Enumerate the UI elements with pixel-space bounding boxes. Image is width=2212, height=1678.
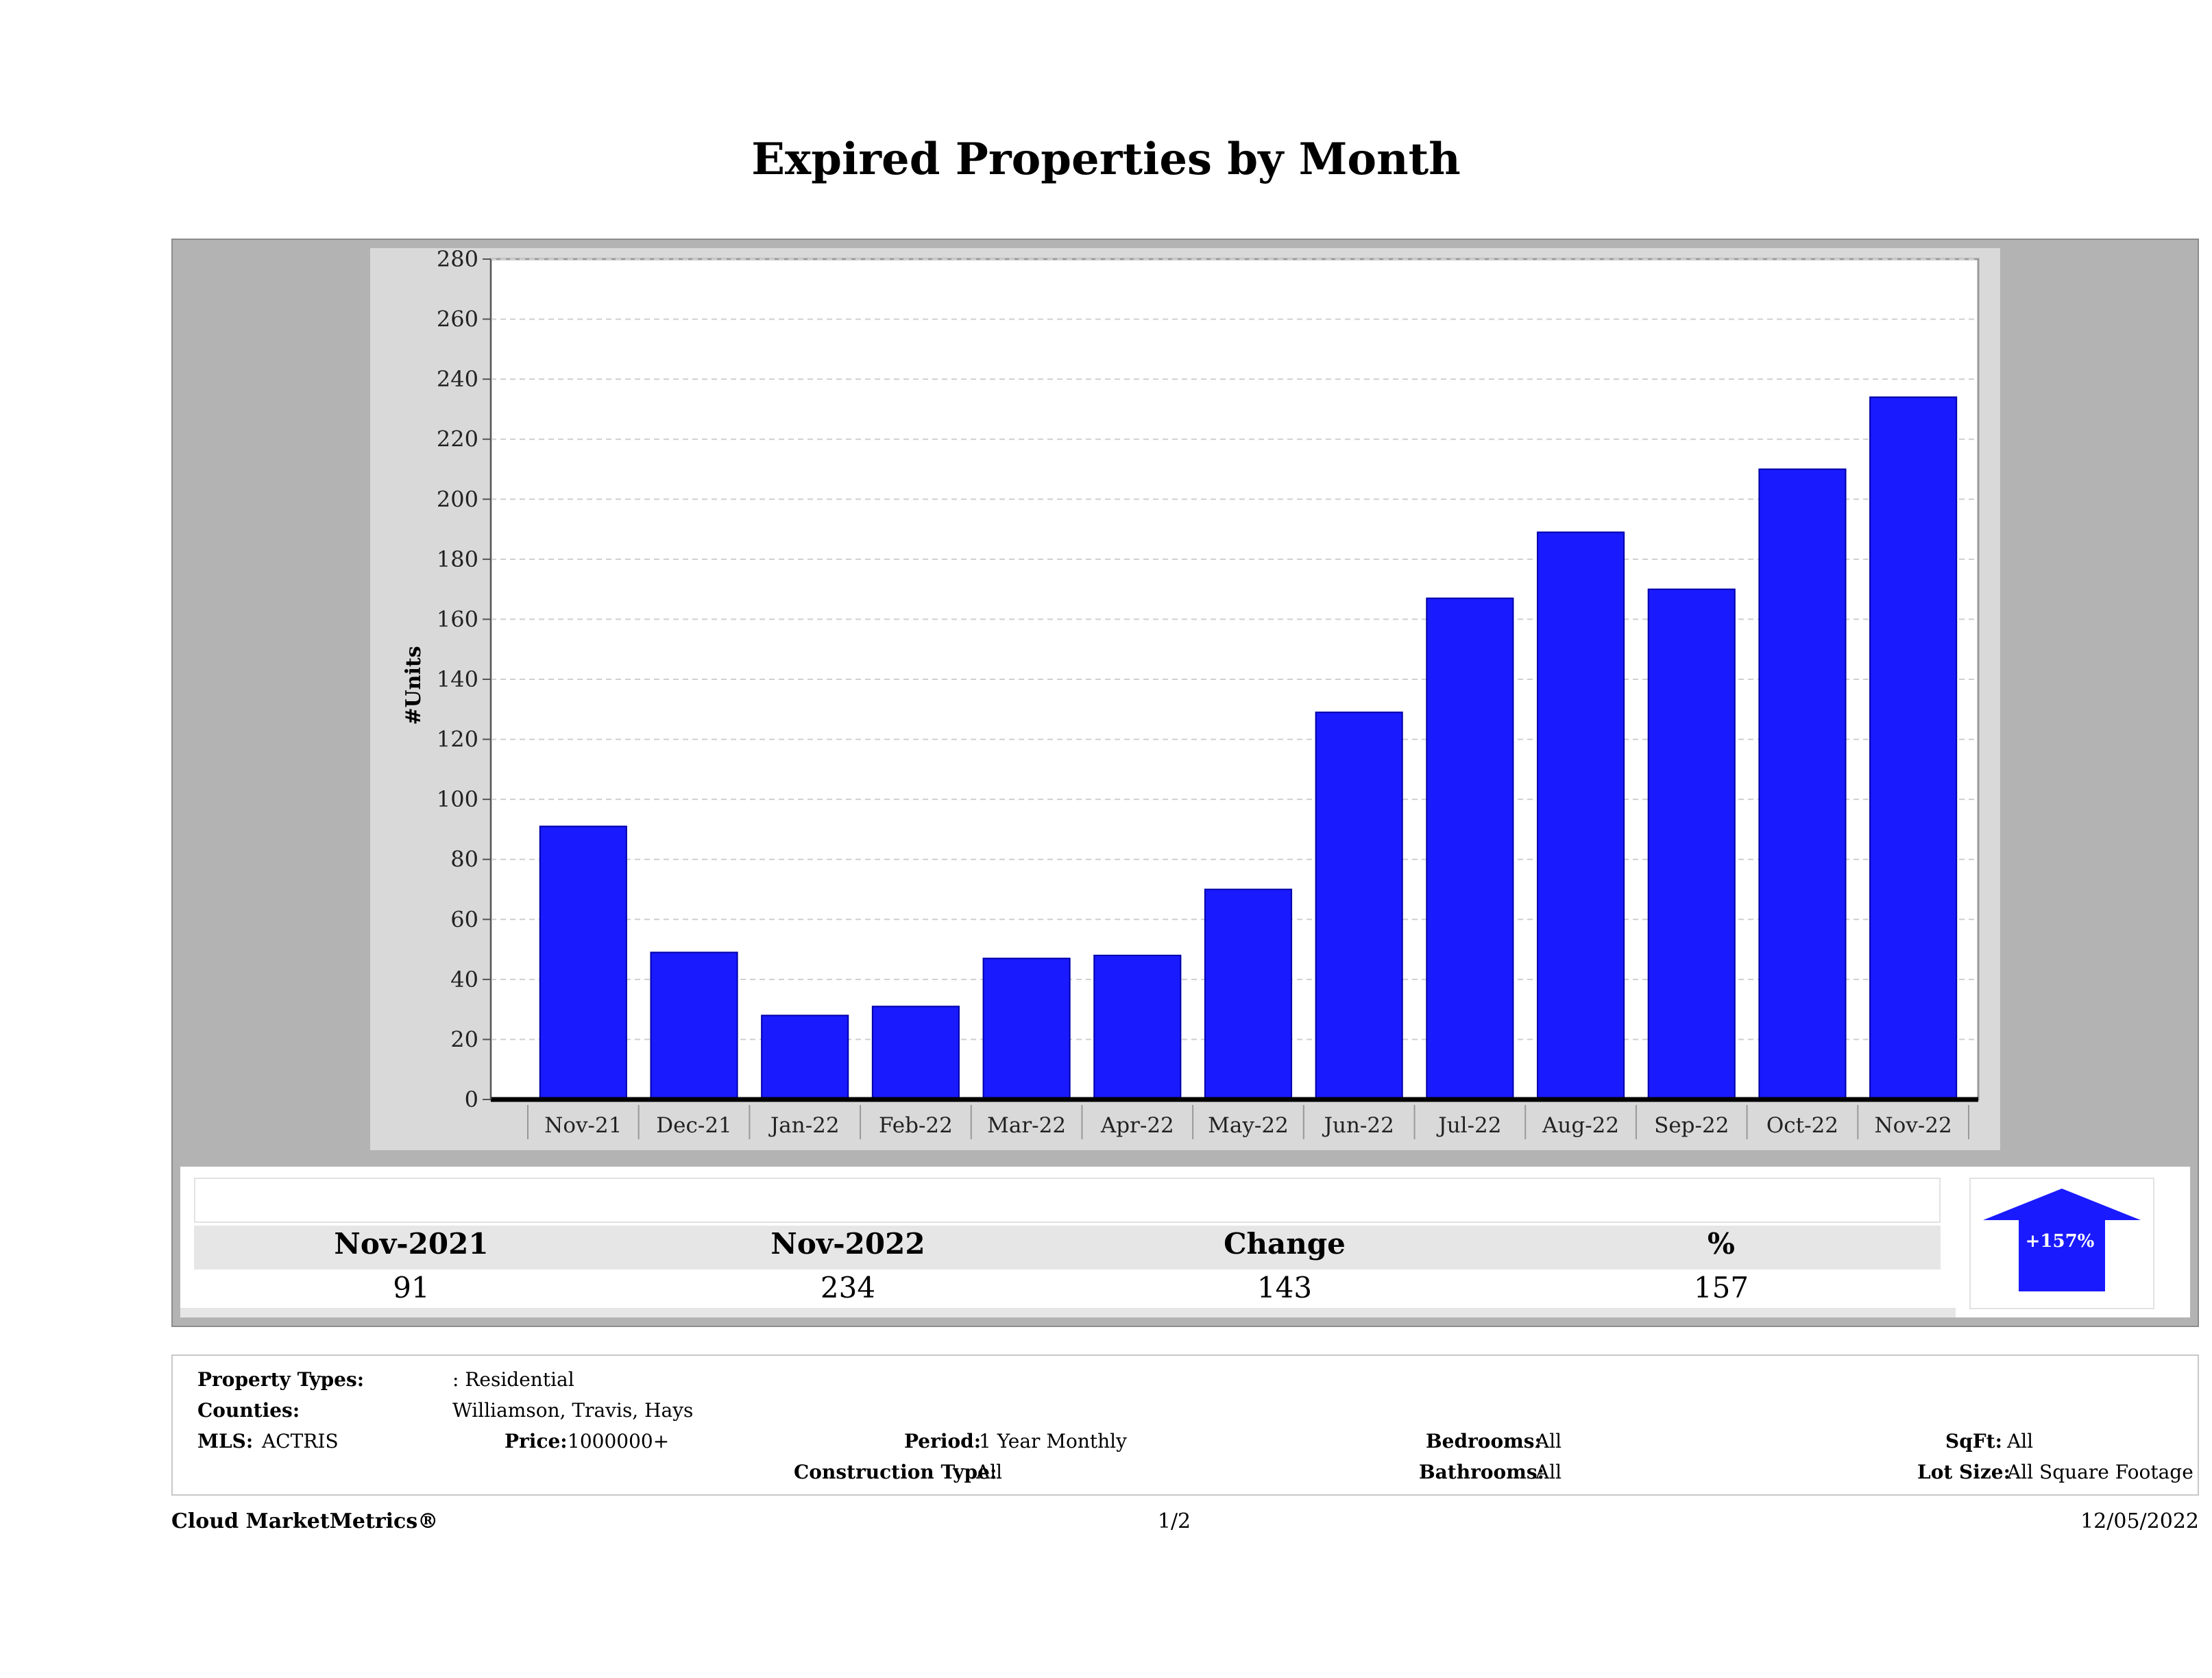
counties: Counties: — [197, 1399, 300, 1422]
property-types: Property Types: — [197, 1368, 364, 1391]
summary-values-row — [194, 1271, 1941, 1309]
mls-value: ACTRIS — [262, 1430, 339, 1452]
bathrooms-value: All — [1535, 1461, 1562, 1483]
mls-label: MLS: — [197, 1430, 254, 1452]
y-tick-label: 0 — [465, 1086, 478, 1112]
footer-page: 1/2 — [1157, 1509, 1191, 1533]
bar — [539, 825, 627, 1101]
x-tick-label: Mar-22 — [987, 1113, 1066, 1138]
x-tick-label: Jun-22 — [1322, 1113, 1394, 1138]
footer-date: 12/05/2022 — [2080, 1509, 2199, 1533]
y-tick-label: 260 — [437, 306, 478, 332]
y-tick-label: 120 — [437, 727, 478, 753]
y-tick-label: 220 — [437, 426, 478, 452]
x-tick-label: Oct-22 — [1766, 1113, 1838, 1138]
period-label: Period: — [904, 1430, 982, 1452]
filter-summary — [171, 1354, 2199, 1496]
summary-header-percent: % — [1707, 1227, 1735, 1261]
summary-blank-row — [194, 1178, 1941, 1223]
y-tick-label: 180 — [437, 546, 478, 572]
bathrooms-label: Bathrooms: — [1419, 1461, 1544, 1483]
construction-type-value: All — [976, 1461, 1003, 1483]
x-tick-label: Sep-22 — [1654, 1113, 1729, 1138]
property-types-label: Property Types: — [197, 1368, 365, 1391]
bar — [1758, 468, 1847, 1100]
y-tick-label: 100 — [437, 786, 478, 812]
y-tick-label: 160 — [437, 606, 478, 632]
bars — [539, 396, 1958, 1101]
summary-bottom-strip — [180, 1308, 1956, 1317]
bathrooms: Bathrooms: — [1419, 1461, 1544, 1483]
bar-chart: 0 20 40 60 80 100 120 140 160 180 200 220 240 260 280 N… — [402, 246, 1980, 1139]
summary-header-start: Nov-2021 — [334, 1227, 489, 1261]
mls: MLS: — [197, 1430, 253, 1452]
up-arrow-icon — [1983, 1189, 2141, 1291]
x-tick-label: Apr-22 — [1100, 1113, 1174, 1138]
sqft-value: All — [2007, 1430, 2034, 1452]
bedrooms-label: Bedrooms: — [1426, 1430, 1542, 1452]
bar — [761, 1014, 849, 1101]
lot-size: Lot Size: — [1917, 1461, 2010, 1483]
x-tick-label: Jul-22 — [1436, 1113, 1501, 1138]
bedrooms-value: All — [1535, 1430, 1562, 1452]
lot-size-value: All Square Footage — [2007, 1461, 2193, 1483]
sqft: SqFt: — [1945, 1430, 2002, 1452]
price: Price: — [505, 1430, 568, 1452]
summary-header-row — [194, 1226, 1941, 1269]
summary-header-change: Change — [1224, 1227, 1346, 1261]
y-tick-label: 280 — [437, 246, 478, 272]
x-tick-label: Dec-21 — [656, 1113, 731, 1138]
axes: 0 20 40 60 80 100 120 140 160 180 200 220 240 260 280 N… — [437, 246, 1978, 1139]
y-tick-label: 20 — [450, 1026, 478, 1052]
y-tick-label: 200 — [437, 486, 478, 512]
y-tick-label: 40 — [450, 966, 478, 993]
period-value: 1 Year Monthly — [979, 1430, 1127, 1452]
lot-size-label: Lot Size: — [1917, 1461, 2010, 1483]
bar — [1647, 588, 1736, 1100]
x-tick-label: Nov-21 — [544, 1113, 622, 1138]
bar — [871, 1006, 960, 1100]
y-tick-label: 240 — [437, 366, 478, 392]
counties-value: Williamson, Travis, Hays — [452, 1399, 694, 1422]
y-tick-label: 140 — [437, 666, 478, 692]
y-tick-label: 60 — [450, 906, 478, 932]
y-tick-label: 80 — [450, 847, 478, 873]
sqft-label: SqFt: — [1945, 1430, 2002, 1452]
summary-value-start: 91 — [393, 1271, 430, 1304]
x-tick-label: May-22 — [1208, 1113, 1289, 1138]
summary-header-end: Nov-2022 — [770, 1227, 925, 1261]
x-tick-label: Feb-22 — [879, 1113, 953, 1138]
summary-value-change: 143 — [1256, 1271, 1313, 1304]
bedrooms: Bedrooms: — [1426, 1430, 1542, 1452]
property-types-value: : Residential — [452, 1368, 574, 1391]
bar — [1093, 954, 1182, 1101]
bar — [1426, 597, 1514, 1100]
y-axis-label: #Units — [402, 646, 426, 725]
bar — [1315, 712, 1403, 1100]
bar — [1537, 531, 1625, 1100]
bar — [1204, 888, 1293, 1100]
page-title: Expired Properties by Month — [751, 134, 1461, 185]
bar — [982, 958, 1071, 1101]
construction-type: Construction Type: — [794, 1461, 997, 1483]
summary-value-percent: 157 — [1693, 1271, 1749, 1304]
bar — [650, 951, 738, 1100]
bar — [1869, 396, 1958, 1100]
price-value: 1000000+ — [568, 1430, 670, 1452]
summary-value-end: 234 — [820, 1271, 876, 1304]
x-tick-label: Jan-22 — [768, 1113, 840, 1138]
x-tick-label: Nov-22 — [1875, 1113, 1952, 1138]
construction-type-label: Construction Type: — [794, 1461, 997, 1483]
counties-label: Counties: — [197, 1399, 300, 1422]
footer-brand: Cloud MarketMetrics® — [171, 1509, 439, 1533]
price-label: Price: — [505, 1430, 568, 1452]
change-badge-label: +157% — [2025, 1231, 2095, 1252]
period: Period: — [904, 1430, 981, 1452]
x-tick-label: Aug-22 — [1542, 1113, 1619, 1138]
